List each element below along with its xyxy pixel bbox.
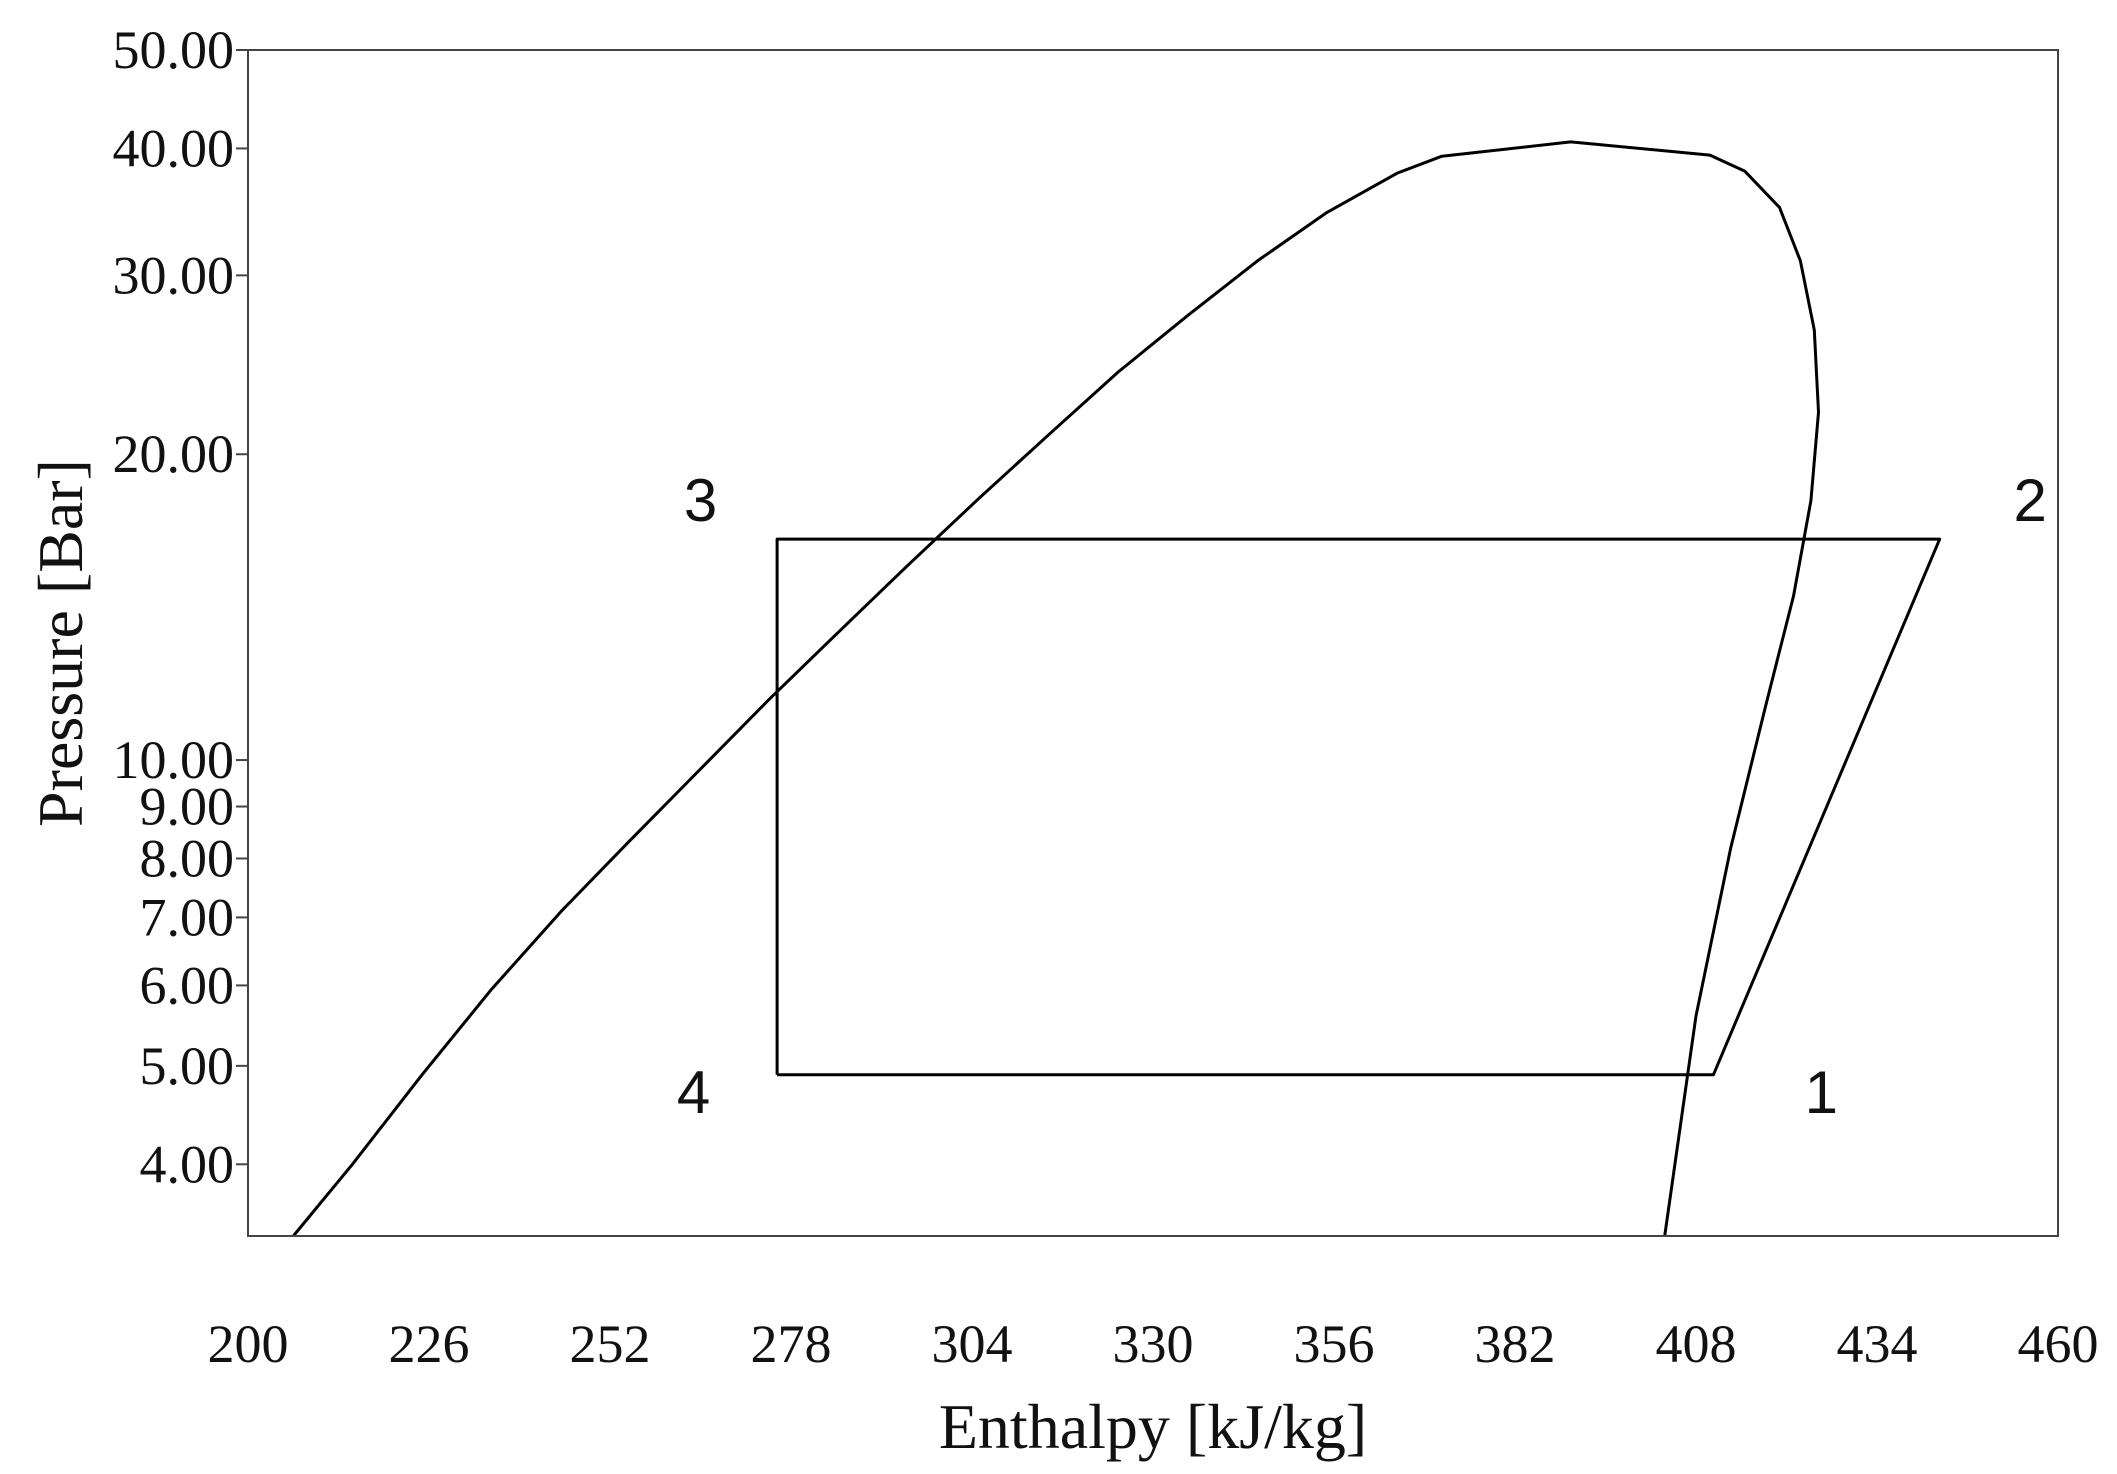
state-point-label: 1	[1805, 1059, 1838, 1126]
y-tick-label: 50.00	[113, 20, 235, 80]
y-tick-label: 20.00	[113, 424, 235, 484]
state-point-label: 2	[2013, 467, 2046, 534]
y-tick-label: 10.00	[113, 730, 235, 790]
state-point-label: 3	[684, 467, 717, 534]
refrigeration-cycle-line	[775, 537, 1942, 1077]
x-tick-label: 278	[751, 1314, 832, 1374]
x-tick-label: 330	[1113, 1314, 1194, 1374]
annotations: 1 2 3 4	[677, 467, 2047, 1126]
plot-frame	[247, 49, 2059, 1237]
x-tick-label: 382	[1475, 1314, 1556, 1374]
x-tick-label: 226	[389, 1314, 470, 1374]
x-tick-label: 460	[2018, 1314, 2099, 1374]
y-axis-title: Pressure [Bar]	[25, 459, 96, 827]
y-tick-label: 4.00	[140, 1134, 235, 1194]
x-tick-label: 200	[208, 1314, 289, 1374]
x-axis-title: Enthalpy [kJ/kg]	[939, 1391, 1367, 1462]
y-tick-label: 9.00	[140, 777, 235, 837]
x-tick-label: 434	[1837, 1314, 1918, 1374]
saturation-dome-line	[292, 140, 1820, 1237]
x-tick-label: 304	[932, 1314, 1013, 1374]
x-tick-label: 408	[1656, 1314, 1737, 1374]
y-tick-label: 6.00	[140, 955, 235, 1015]
x-tick-label: 356	[1294, 1314, 1375, 1374]
state-point-label: 4	[677, 1059, 710, 1126]
series-layer	[292, 140, 1942, 1237]
y-tick-label: 40.00	[113, 118, 235, 178]
x-tick-label: 252	[570, 1314, 651, 1374]
y-tick-label: 7.00	[140, 887, 235, 947]
x-axis: 200 226 252 278 304 330 356 382 408 434 460	[208, 1314, 2099, 1374]
y-tick-label: 5.00	[140, 1036, 235, 1096]
y-tick-label: 8.00	[140, 828, 235, 888]
y-tick-label: 30.00	[113, 245, 235, 305]
